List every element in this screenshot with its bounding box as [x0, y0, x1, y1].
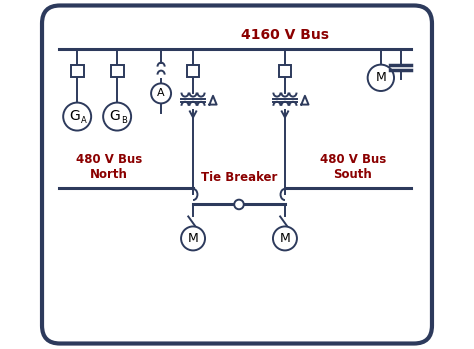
Text: A: A	[157, 88, 165, 98]
Bar	[279, 65, 292, 77]
Circle shape	[234, 200, 244, 209]
Bar	[111, 65, 124, 77]
Text: G: G	[69, 109, 80, 123]
Circle shape	[181, 227, 205, 251]
Text: M: M	[280, 232, 290, 245]
Bar	[187, 65, 200, 77]
Circle shape	[63, 103, 91, 131]
Text: B: B	[121, 116, 127, 125]
Circle shape	[273, 227, 297, 251]
Circle shape	[103, 103, 131, 131]
Text: 480 V Bus
South: 480 V Bus South	[320, 153, 386, 181]
Text: G: G	[109, 109, 120, 123]
Text: M: M	[375, 71, 386, 84]
Circle shape	[368, 65, 394, 91]
Text: Tie Breaker: Tie Breaker	[201, 171, 277, 185]
Text: 4160 V Bus: 4160 V Bus	[241, 28, 329, 42]
Bar	[71, 65, 83, 77]
FancyBboxPatch shape	[42, 6, 432, 343]
Text: 480 V Bus
North: 480 V Bus North	[76, 153, 142, 181]
Circle shape	[151, 83, 171, 103]
Text: M: M	[188, 232, 199, 245]
Text: A: A	[81, 116, 87, 125]
